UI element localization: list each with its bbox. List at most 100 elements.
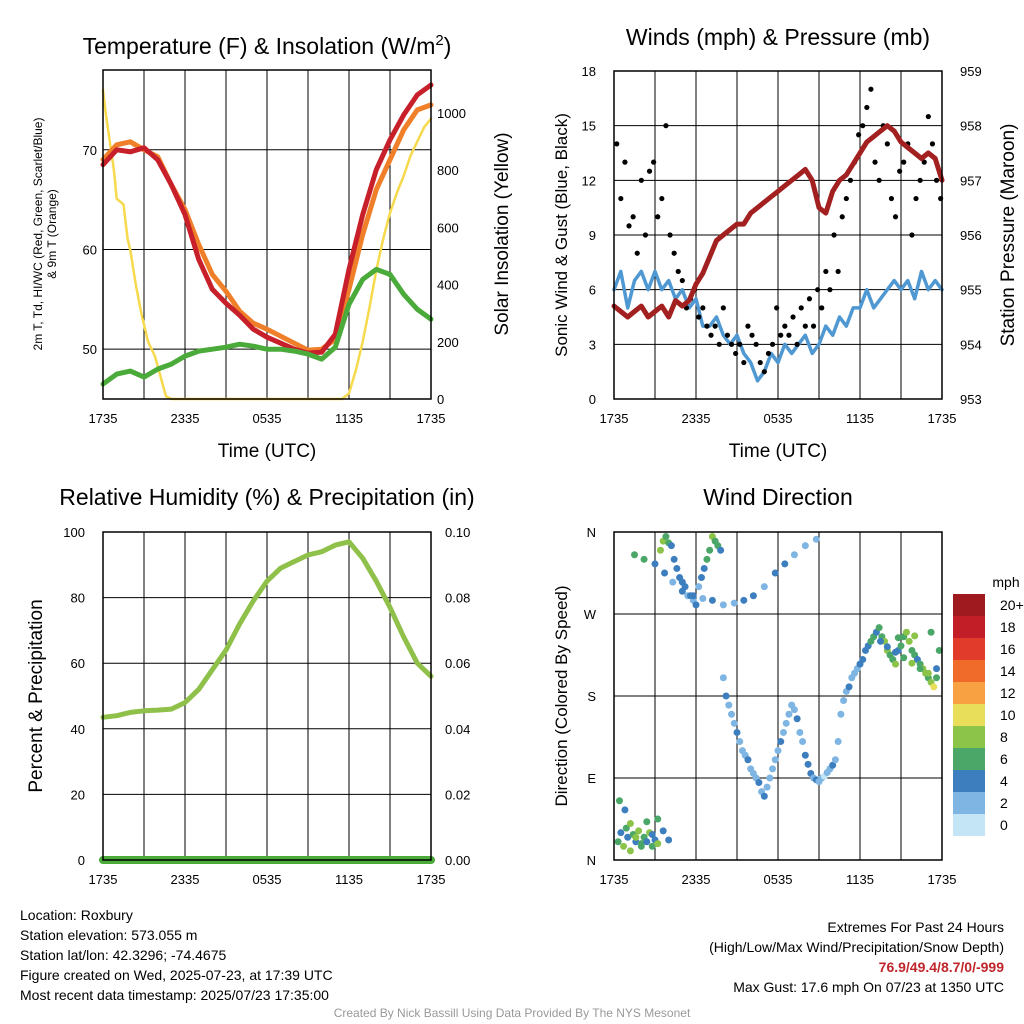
- direction-point: [760, 583, 768, 591]
- legend-swatch: [953, 748, 985, 770]
- direction-point: [905, 637, 913, 645]
- direction-point: [730, 719, 738, 727]
- x-tick-label: 2335: [682, 872, 711, 887]
- x-tick-label: 1735: [928, 872, 957, 887]
- gust-point: [925, 113, 931, 120]
- y2-tick-label: 953: [960, 392, 982, 407]
- y2-tick-label: 955: [960, 283, 982, 298]
- legend-label: 6: [1000, 751, 1008, 767]
- direction-point: [631, 551, 638, 559]
- plot-frame: [613, 70, 943, 400]
- latlon-text: Station lat/lon: 42.3296; -74.4675: [20, 947, 227, 963]
- plot-frame: [102, 531, 432, 861]
- direction-point: [651, 560, 659, 568]
- y-tick-label: 0: [78, 853, 85, 868]
- y2-axis-label: Solar Insolation (Yellow): [492, 132, 513, 335]
- plot-frame: [102, 69, 432, 400]
- y-tick-label: E: [587, 771, 596, 786]
- chart-title: Wind Direction: [703, 484, 853, 510]
- direction-point: [614, 838, 622, 846]
- y2-tick-label: 200: [437, 335, 459, 350]
- y2-tick-label: 0.10: [445, 525, 470, 540]
- gust-point: [769, 341, 776, 347]
- y-tick-label: 40: [71, 722, 85, 737]
- y-tick-label: 15: [582, 119, 596, 134]
- legend-swatch: [953, 660, 985, 682]
- x-tick-label: 0535: [764, 872, 793, 887]
- direction-point: [620, 842, 628, 850]
- y-tick-label: W: [584, 607, 597, 622]
- gust-point: [921, 159, 927, 165]
- gust-point: [679, 277, 685, 284]
- legend-label: 20+: [1000, 597, 1024, 613]
- gust-point: [888, 195, 895, 202]
- x-tick-label: 1135: [335, 411, 363, 426]
- legend-label: 4: [1000, 773, 1008, 789]
- y-tick-label: 50: [83, 342, 97, 357]
- series-line-2: [100, 82, 434, 356]
- legend-swatch: [953, 594, 985, 616]
- y-axis-label: Sonic Wind & Gust (Blue, Black): [552, 113, 571, 357]
- direction-point: [804, 760, 812, 768]
- gust-point: [917, 177, 923, 183]
- x-tick-label: 0535: [253, 411, 282, 426]
- gust-point: [741, 359, 747, 366]
- direction-point: [812, 535, 820, 543]
- y-axis-label: Percent & Precipitation: [26, 599, 47, 792]
- gust-point: [761, 369, 767, 375]
- y-axis-label: Direction (Colored By Speed): [552, 585, 571, 806]
- y-tick-label: 100: [63, 525, 85, 540]
- gust-point: [827, 287, 833, 293]
- direction-point: [730, 599, 738, 607]
- legend-swatch: [953, 792, 985, 814]
- direction-point: [933, 665, 941, 673]
- direction-point: [796, 728, 804, 736]
- x-tick-label: 1735: [600, 411, 629, 426]
- series-line-3: [100, 266, 434, 387]
- y2-tick-label: 0: [437, 392, 444, 407]
- station-info: Location: Roxbury Station elevation: 573…: [20, 905, 333, 1005]
- direction-point: [695, 583, 703, 591]
- direction-point: [785, 710, 793, 718]
- y2-tick-label: 0.00: [445, 853, 470, 868]
- gust-point: [663, 123, 669, 129]
- direction-point: [697, 574, 705, 582]
- x-tick-label: 1735: [417, 872, 446, 887]
- gust-point: [630, 214, 636, 220]
- y-tick-label: 80: [71, 591, 85, 606]
- y2-tick-label: 0.04: [445, 722, 470, 737]
- y-tick-label: S: [587, 689, 596, 704]
- direction-point: [643, 838, 651, 846]
- gust-point: [659, 195, 665, 202]
- x-tick-label: 0535: [253, 872, 282, 887]
- gust-point: [798, 305, 804, 311]
- direction-point: [637, 842, 645, 850]
- y-axis-label: & 9m T (Orange): [45, 189, 59, 279]
- direction-point: [900, 654, 908, 662]
- direction-point: [661, 569, 669, 577]
- direction-point: [883, 643, 891, 651]
- direction-point: [667, 542, 675, 550]
- direction-point: [916, 665, 924, 673]
- gust-point: [782, 323, 788, 329]
- direction-point: [669, 578, 677, 586]
- gust-point: [733, 350, 739, 357]
- direction-point: [617, 829, 625, 837]
- gust-point: [901, 159, 907, 165]
- x-axis-label: Time (UTC): [218, 441, 317, 462]
- gust-point: [749, 332, 755, 338]
- gust-point: [675, 268, 681, 275]
- gust-point: [704, 323, 710, 329]
- gust-point: [651, 159, 657, 165]
- direction-point: [728, 710, 736, 718]
- gust-point: [860, 123, 866, 129]
- y2-tick-label: 600: [437, 220, 459, 235]
- direction-point: [933, 674, 941, 682]
- y-tick-label: 60: [71, 656, 85, 671]
- gust-point: [614, 141, 620, 147]
- chart-title: Temperature (F) & Insolation (W/m2): [83, 32, 452, 59]
- legend-label: 2: [1000, 795, 1008, 811]
- gust-point: [765, 350, 772, 357]
- gust-point: [876, 177, 882, 183]
